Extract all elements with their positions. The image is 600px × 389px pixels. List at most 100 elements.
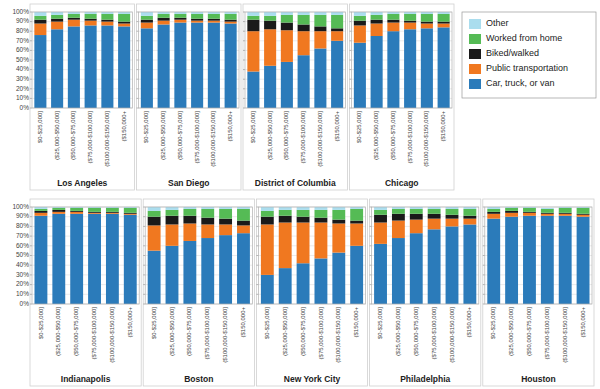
bar-segment (315, 258, 328, 304)
y-tick-label: 30% (16, 75, 29, 82)
bars (141, 12, 237, 108)
grid-line (139, 88, 240, 89)
bar-segment (51, 12, 63, 15)
bar-segment (51, 22, 63, 30)
bar-segment (261, 211, 274, 217)
bar-segment (264, 16, 276, 21)
bar-segment (314, 12, 326, 15)
grid-line (32, 40, 133, 41)
grid-line (352, 60, 453, 61)
bar-segment (350, 209, 363, 221)
bar-segment (463, 216, 476, 219)
bar-segment (505, 217, 518, 304)
bar-segment (541, 214, 554, 216)
x-tick-label: ($150,000+ (580, 307, 586, 338)
legend-swatch (469, 49, 481, 59)
bar-segment (541, 207, 554, 209)
panel-title: Chicago (385, 178, 419, 188)
bar-segment (219, 209, 232, 219)
bar-segment (331, 12, 343, 15)
panel: $0-$25,000]($25,000-$50,000]($50,000-$75… (370, 199, 481, 386)
bar-segment (428, 219, 441, 230)
bar-segment (141, 20, 153, 23)
bar-segment (387, 20, 399, 23)
bar-segment (463, 224, 476, 304)
y-tick-label: 0% (20, 104, 30, 111)
panel: $0-$25,000]($25,000-$50,000]($50,000-$75… (137, 4, 242, 190)
bar-segment (332, 207, 345, 210)
bar-segment (354, 25, 366, 42)
bar-segment (374, 223, 387, 244)
grid-line (32, 284, 139, 285)
bar-segment (34, 35, 46, 108)
bar-segment (410, 209, 423, 214)
grid-line (32, 98, 133, 99)
bar-segment (438, 27, 450, 108)
bar-segment (281, 15, 293, 23)
bar-segment (446, 215, 459, 219)
x-tick-label: ($100,000-$150,000] (423, 111, 429, 167)
grid-line (145, 274, 252, 275)
grid-line (258, 284, 365, 285)
bar-segment (183, 216, 196, 224)
x-tick-label: ($150,000+ (440, 111, 446, 142)
bar-segment (70, 212, 83, 214)
bars (487, 207, 589, 304)
bar-segment (52, 208, 65, 210)
x-tick-label: ($75,000-$100,000] (407, 111, 413, 164)
grid-line (258, 265, 365, 266)
legend-label: Public transportation (486, 63, 568, 73)
y-tick-label: 40% (16, 65, 29, 72)
bar-segment (371, 36, 383, 108)
bar-segment (331, 15, 343, 28)
panel-title: Philadelphia (400, 374, 450, 384)
x-tick-label: ($100,000-$150,000] (449, 307, 455, 363)
bar-segment (279, 223, 292, 269)
bar-segment (174, 23, 186, 108)
grid-line (245, 98, 346, 99)
bar-segment (421, 14, 433, 22)
grid-line (145, 265, 252, 266)
x-tick-label: $0-$25,000] (264, 307, 270, 339)
bar-segment (88, 212, 101, 214)
grid-line (258, 216, 365, 217)
bar-segment (225, 24, 237, 108)
grid-line (485, 274, 592, 275)
bar-segment (559, 216, 572, 304)
grid-line (258, 274, 365, 275)
bar-segment (371, 15, 383, 20)
grid-line (485, 245, 592, 246)
bar-segment (387, 23, 399, 32)
bar-segment (314, 26, 326, 31)
x-tick-label: ($75,000-$100,000] (91, 307, 97, 360)
grid-line (258, 226, 365, 227)
bar-segment (354, 43, 366, 108)
x-tick-label: ($150,000+ (227, 111, 233, 142)
grid-line (372, 216, 479, 217)
x-tick-label: $0-$25,000] (356, 111, 362, 143)
bar-segment (225, 14, 237, 20)
bar-segment (297, 210, 310, 217)
grid-line (352, 69, 453, 70)
grid-line (372, 236, 479, 237)
bar-segment (191, 23, 203, 108)
bar-segment (264, 21, 276, 30)
bar-segment (410, 233, 423, 304)
bar-segment (148, 251, 161, 304)
bar-segment (35, 213, 48, 216)
grid-line (352, 79, 453, 80)
bar-segment (297, 223, 310, 264)
grid-line (32, 216, 139, 217)
grid-line (139, 60, 240, 61)
bar-segment (225, 22, 237, 24)
bar-segment (438, 22, 450, 24)
bar-segment (35, 216, 48, 304)
bar-segment (261, 207, 274, 211)
bar-segment (281, 12, 293, 15)
bar-segment (404, 14, 416, 21)
bar-segment (410, 220, 423, 234)
y-tick-label: 100% (12, 8, 29, 15)
bar-segment (237, 233, 250, 304)
x-tick-label: $0-$25,000] (143, 111, 149, 143)
grid-line (258, 245, 365, 246)
